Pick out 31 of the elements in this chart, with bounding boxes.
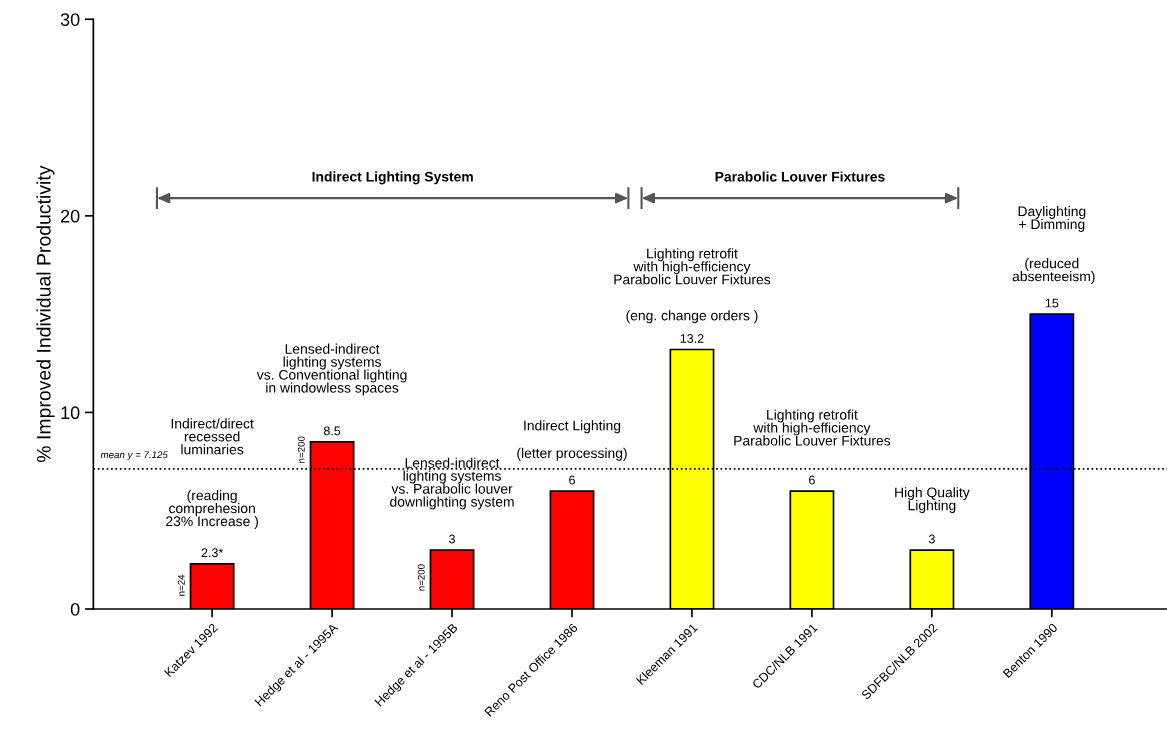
y-tick-label: 20 [60,209,80,223]
data-label: 6 [809,475,815,485]
y-axis-title: % Improved Individual Productivity [36,165,55,463]
data-label: 13.2 [680,334,704,343]
ref-line-label: mean y = 7.125 [100,451,168,461]
y-tick-label: 10 [61,406,80,420]
annotation: n=24 [177,574,185,596]
y-tick-label: 30 [60,13,80,26]
annotation: Indirect Lighting [524,420,621,434]
annotation: (letter processing) [517,447,627,461]
annotation: Indirect/direct recessed luminaries [171,418,254,455]
annotation: (reading comprehesion 23% Increase ) [166,490,258,529]
annotation: Lighting retrofit with high-efficiency Parabolic Louver Fixtures [734,409,891,446]
annotation: Parabolic Louver Fixtures [715,171,885,182]
annotation: n=200 [417,564,425,591]
data-label: 15 [1045,298,1059,308]
annotation: Daylighting + Dimming [1018,206,1086,232]
annotation: High Quality Lighting [895,487,970,514]
y-tick-label: 0 [70,602,80,616]
annotation: Indirect Lighting System [312,171,473,185]
annotation: Lighting retrofit with high-efficiency Parabolic Louver Fixtures [614,248,771,285]
data-label: 2.3* [201,548,224,558]
annotation: n=200 [297,436,305,463]
data-label: 8.5 [323,426,341,436]
data-label: 3 [928,534,935,544]
annotation: (eng. change orders ) [626,310,758,324]
data-label: 3 [449,534,455,544]
annotation: Lensed-indirect lighting systems vs. Parabolic louver downlighting system [390,457,514,510]
annotation: Lensed-indirect lighting systems vs. Conventional lighting in windowless spaces [256,343,407,396]
annotation: (reduced absenteeism) [1012,258,1095,284]
data-label: 6 [569,475,575,485]
